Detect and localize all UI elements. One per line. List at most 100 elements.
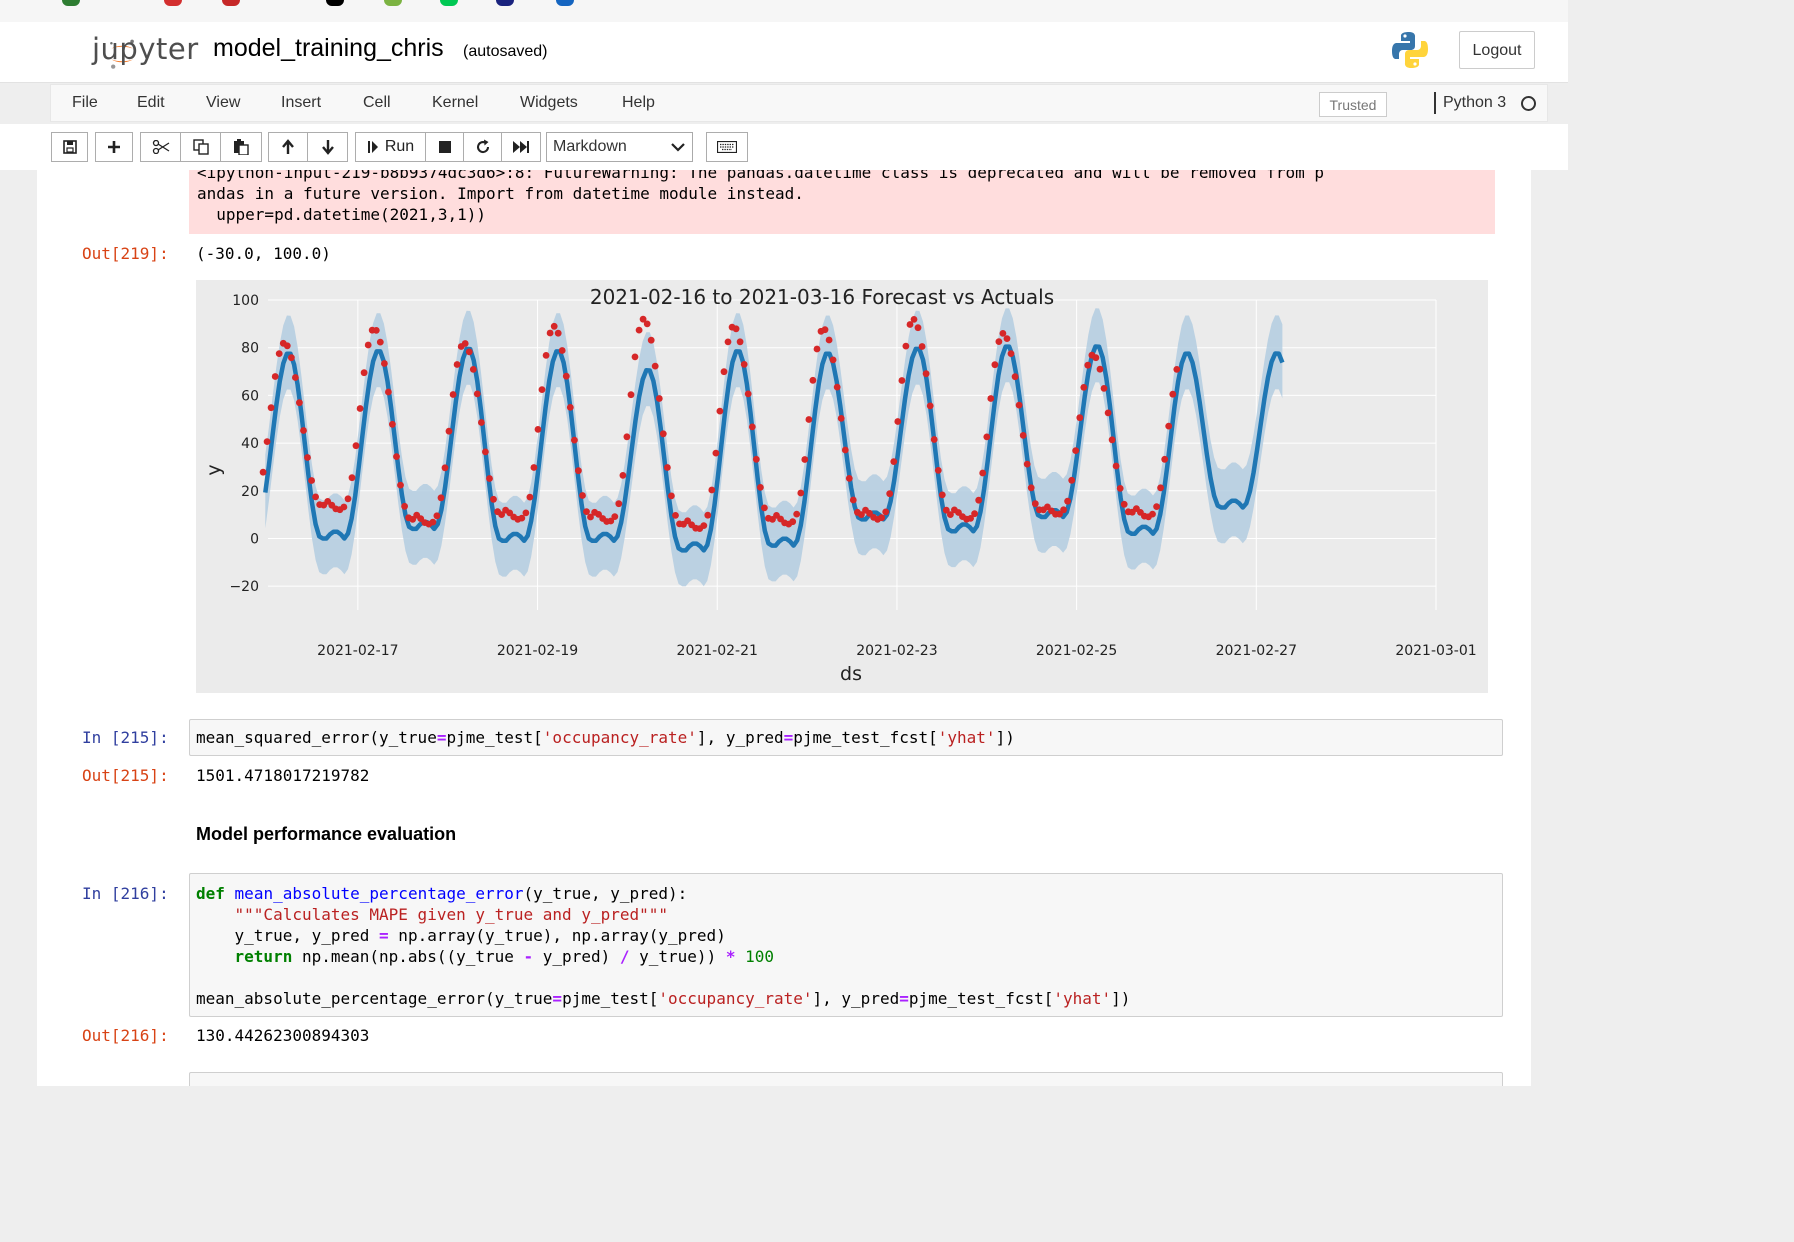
restart-button[interactable] [463, 132, 502, 162]
insert-cell-button[interactable] [95, 132, 133, 162]
code-line: mean_squared_error(y_true=pjme_test['occ… [196, 728, 1015, 747]
actual-point [914, 324, 922, 332]
menu-help[interactable]: Help [622, 94, 655, 111]
actual-point [627, 391, 635, 399]
restart-run-all-button[interactable] [501, 132, 541, 162]
cut-button[interactable] [140, 132, 181, 162]
menu-view[interactable]: View [206, 94, 241, 111]
actual-point [712, 449, 720, 457]
actual-point [381, 360, 388, 367]
run-icon [367, 141, 378, 153]
keyboard-icon [717, 141, 737, 153]
paste-button[interactable] [220, 132, 262, 162]
command-palette-button[interactable] [706, 132, 748, 162]
bookmark-icon[interactable] [384, 0, 402, 6]
code-cell-216[interactable]: def mean_absolute_percentage_error(y_tru… [189, 873, 1503, 1017]
markdown-heading: Model performance evaluation [196, 824, 457, 844]
fast-forward-icon [513, 141, 529, 153]
actual-point [296, 399, 303, 407]
actual-point [708, 486, 716, 494]
actual-point [498, 511, 505, 518]
actual-point [922, 370, 930, 378]
actual-point [704, 511, 712, 519]
actual-point [385, 388, 392, 396]
paste-icon [234, 139, 249, 155]
save-icon [62, 140, 77, 154]
actual-point [259, 468, 267, 476]
actual-point [538, 386, 546, 393]
actual-point [829, 356, 837, 364]
actual-point [1056, 510, 1063, 518]
bookmark-icon[interactable] [556, 0, 574, 6]
actual-point [364, 341, 372, 349]
trusted-indicator[interactable]: Trusted [1319, 92, 1387, 117]
actual-point [482, 448, 489, 456]
actual-point [841, 446, 849, 454]
output-219-value: (-30.0, 100.0) [196, 244, 331, 263]
actual-point [947, 511, 954, 518]
browser-bookmark-strip [0, 0, 1568, 23]
chart-title: 2021-02-16 to 2021-03-16 Forecast vs Act… [590, 285, 1054, 309]
interrupt-button[interactable] [425, 132, 464, 162]
x-tick-label: 2021-02-21 [677, 643, 758, 659]
actual-point [979, 469, 987, 477]
logout-button[interactable]: Logout [1459, 31, 1535, 69]
y-tick-label: 60 [241, 388, 259, 404]
actual-point [906, 321, 914, 328]
restart-icon [476, 139, 489, 154]
x-tick-label: 2021-02-17 [317, 643, 398, 659]
actual-point [283, 342, 291, 350]
run-button[interactable]: Run [355, 132, 426, 162]
actual-point [1080, 384, 1088, 391]
actual-point [397, 481, 404, 489]
bookmark-icon[interactable] [222, 0, 240, 6]
menu-kernel[interactable]: Kernel [432, 94, 479, 111]
bookmark-icon[interactable] [496, 0, 514, 6]
actual-point [849, 496, 857, 504]
menu-widgets[interactable]: Widgets [520, 94, 578, 111]
actual-point [352, 442, 360, 450]
save-button[interactable] [51, 132, 88, 162]
y-tick-label: 20 [241, 484, 259, 500]
forecast-chart-svg: −20 0 20 40 60 80 100 2021-02-17 2021-02-19 2021-… [203, 285, 1477, 685]
move-up-button[interactable] [268, 132, 308, 162]
actual-point [558, 347, 566, 354]
actual-point [720, 368, 728, 376]
actual-point [821, 326, 829, 334]
y-tick-label: −20 [229, 579, 259, 595]
actual-point [308, 477, 315, 484]
code-cell-215[interactable]: mean_squared_error(y_true=pjme_test['occ… [189, 719, 1503, 756]
menu-file[interactable]: File [72, 94, 98, 111]
actual-point [987, 395, 995, 402]
actual-point [668, 492, 675, 500]
actual-point [1100, 385, 1108, 392]
bookmark-icon[interactable] [164, 0, 182, 6]
x-tick-label: 2021-02-27 [1216, 643, 1297, 659]
menu-cell[interactable]: Cell [363, 94, 391, 111]
menu-edit[interactable]: Edit [137, 94, 165, 111]
jupyter-logo-icon[interactable] [54, 36, 194, 72]
actual-point [393, 453, 400, 460]
actual-point [389, 420, 396, 428]
actual-point [300, 427, 307, 434]
actual-point [534, 426, 542, 433]
code-line: def mean_absolute_percentage_error(y_tru… [196, 884, 688, 903]
actual-point [1068, 476, 1076, 484]
bookmark-icon[interactable] [326, 0, 344, 6]
move-down-button[interactable] [307, 132, 348, 162]
cell-type-select[interactable]: Markdown [546, 132, 693, 162]
actual-point [1165, 422, 1173, 430]
actual-point [542, 352, 550, 359]
copy-button[interactable] [180, 132, 221, 162]
menu-insert[interactable]: Insert [281, 94, 322, 111]
kernel-name[interactable]: Python 3 [1443, 94, 1507, 111]
actual-point [999, 330, 1007, 337]
in-prompt-216: In [216]: [82, 884, 169, 903]
arrow-up-icon [282, 139, 294, 154]
code-cell-next[interactable] [189, 1072, 1503, 1086]
actual-point [825, 336, 833, 344]
notebook-name[interactable]: model_training_chris [213, 34, 444, 62]
bookmark-icon[interactable] [440, 0, 458, 6]
actual-point [566, 404, 574, 411]
bookmark-icon[interactable] [62, 0, 80, 6]
